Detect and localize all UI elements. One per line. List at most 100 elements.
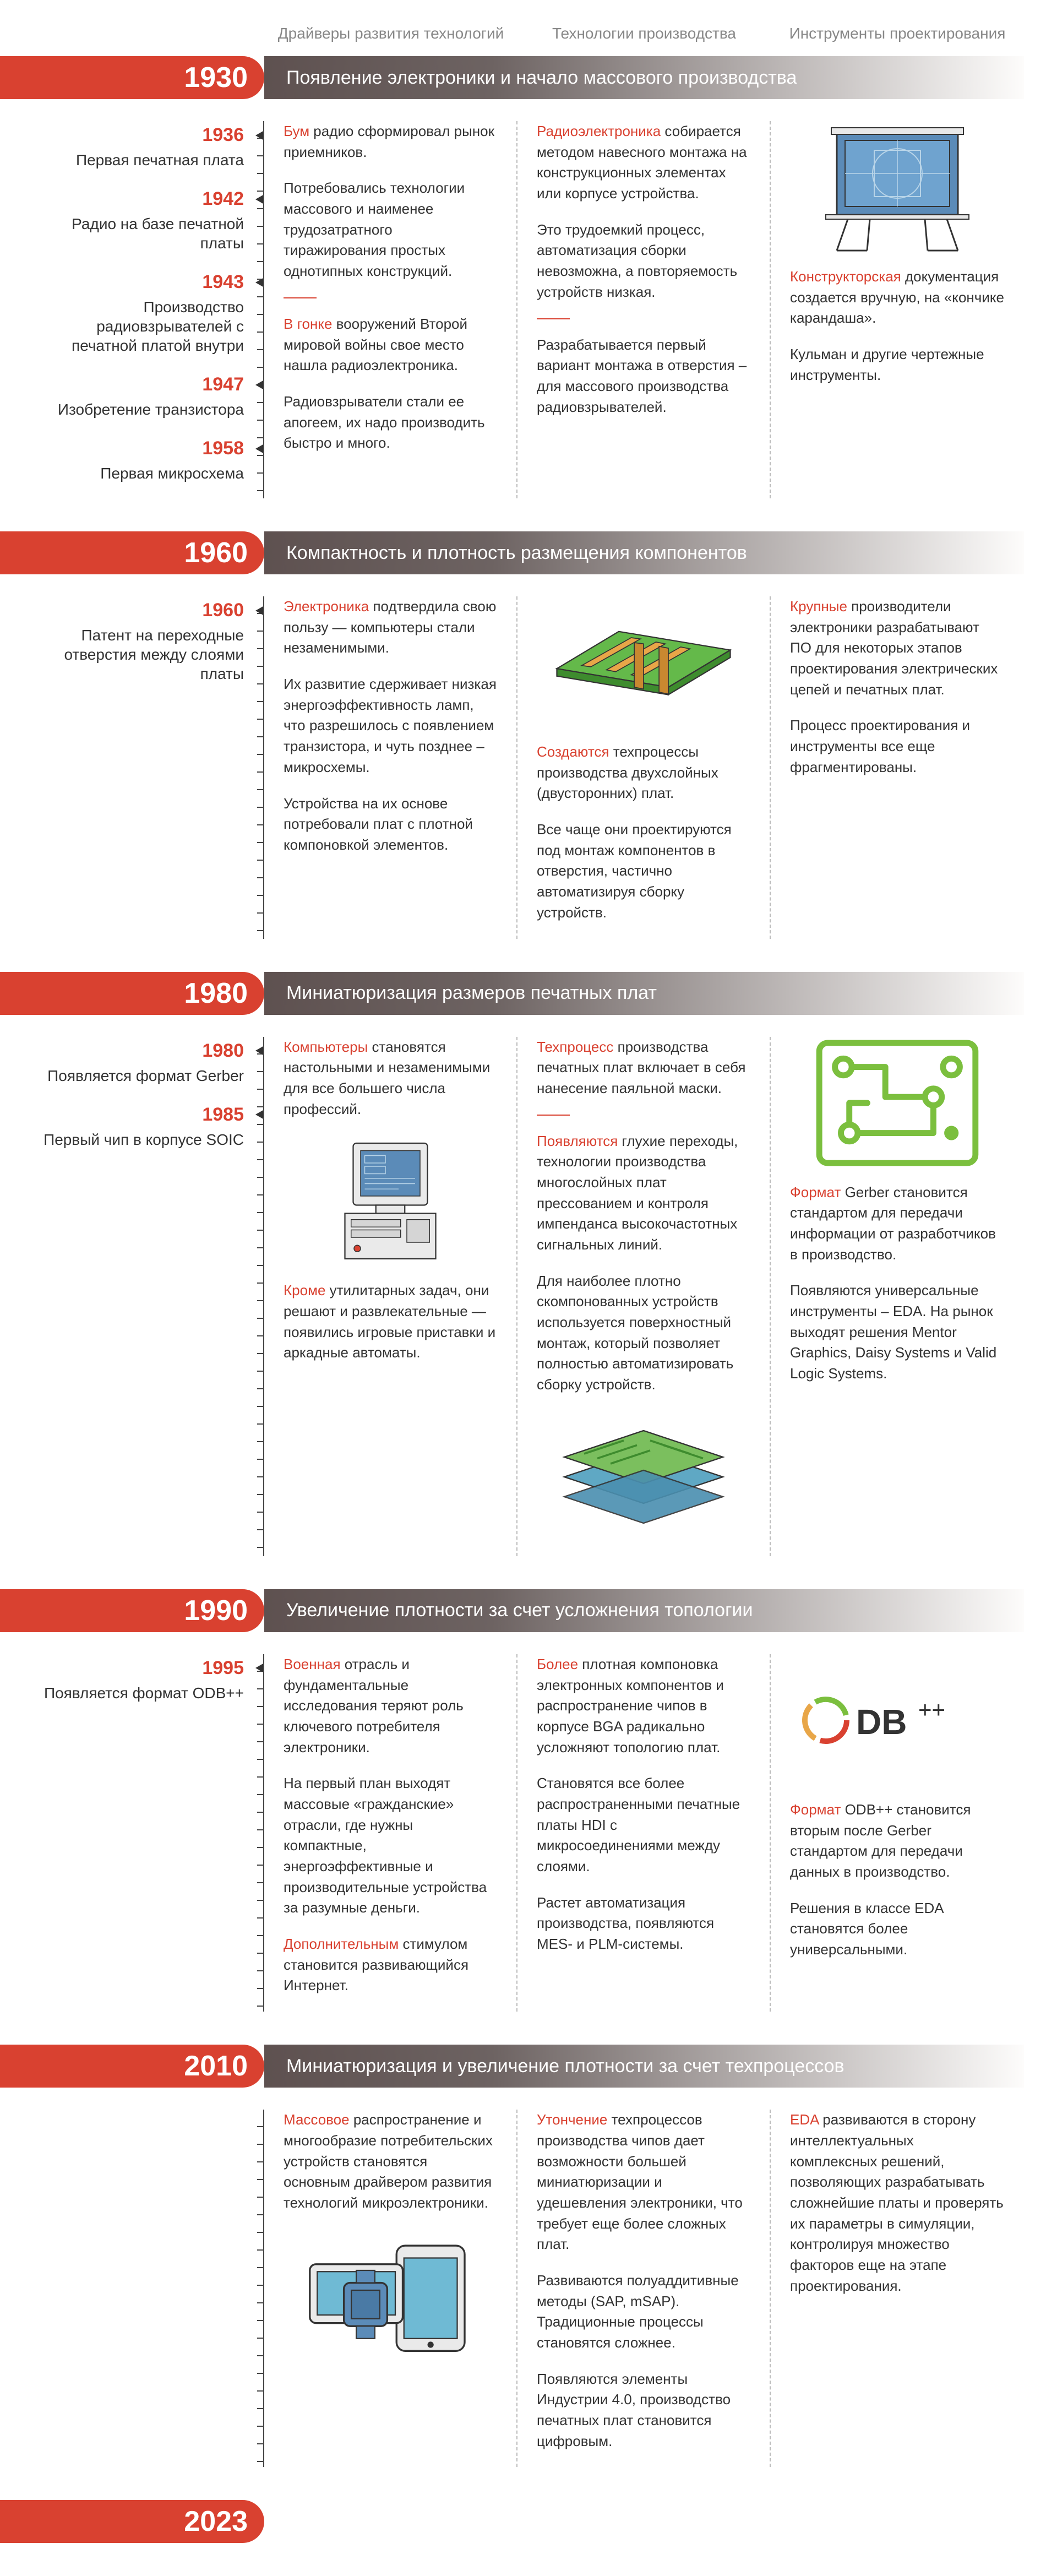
timeline-year: 1958 bbox=[33, 434, 244, 463]
era-1990: 1990Увеличение плотности за счет усложне… bbox=[33, 1589, 1024, 2045]
illustration-layers bbox=[537, 1411, 750, 1543]
paragraph: Электроника подтвердила свою пользу — ко… bbox=[284, 596, 497, 659]
paragraph: Радиоэлектроника собирается методом наве… bbox=[537, 121, 750, 204]
highlight-word: Конструкторская bbox=[790, 268, 901, 285]
timeline-year: 1947 bbox=[33, 371, 244, 399]
timeline-entry: 1943 Производство радиовзрывателей с печ… bbox=[33, 268, 244, 355]
timeline-label: Изобретение транзистора bbox=[33, 400, 244, 419]
column-1: Военная отрасль и фундаментальные исслед… bbox=[264, 1654, 517, 2012]
divider bbox=[537, 318, 570, 319]
column-1: Электроника подтвердила свою пользу — ко… bbox=[264, 596, 517, 939]
column-2: Утончение техпроцессов производства чипо… bbox=[517, 2110, 771, 2467]
timeline-year: 1960 bbox=[33, 596, 244, 624]
paragraph: Появляются глухие переходы, технологии п… bbox=[537, 1131, 750, 1256]
column-1: Массовое распространение и многообразие … bbox=[264, 2110, 517, 2467]
timeline-ticks bbox=[257, 1654, 264, 2012]
era-year-pill: 2023 bbox=[33, 2500, 264, 2543]
timeline-side bbox=[33, 2110, 264, 2467]
paragraph: Крупные производители электроники разраб… bbox=[790, 596, 1005, 700]
paragraph: Массовое распространение и многообразие … bbox=[284, 2110, 497, 2213]
era-year-pill: 2010 bbox=[33, 2045, 264, 2088]
era-title: Миниатюризация и увеличение плотности за… bbox=[264, 2045, 1024, 2088]
paragraph: В гонке вооружений Второй мировой войны … bbox=[284, 314, 497, 376]
timeline-year: 1985 bbox=[33, 1101, 244, 1129]
divider bbox=[537, 1115, 570, 1116]
column-1: Компьютеры становятся настольными и неза… bbox=[264, 1037, 517, 1556]
highlight-word: Создаются bbox=[537, 743, 609, 760]
timeline-entry: 1980 Появляется формат Gerber bbox=[33, 1037, 244, 1085]
highlight-word: Дополнительным bbox=[284, 1936, 399, 1952]
timeline-entry: 1958 Первая микросхема bbox=[33, 434, 244, 483]
column-2: Более плотная компоновка электронных ком… bbox=[517, 1654, 771, 2012]
paragraph: Создаются техпроцессы производства двухс… bbox=[537, 742, 750, 804]
era-title: Увеличение плотности за счет усложнения … bbox=[264, 1589, 1024, 1632]
timeline-entry: 1947 Изобретение транзистора bbox=[33, 371, 244, 419]
illustration-pc bbox=[284, 1135, 497, 1267]
highlight-word: Более bbox=[537, 1656, 578, 1672]
highlight-word: Бум bbox=[284, 123, 309, 139]
highlight-word: Массовое bbox=[284, 2111, 350, 2128]
era-title: Миниатюризация размеров печатных плат bbox=[264, 972, 1024, 1015]
timeline-label: Первая микросхема bbox=[33, 464, 244, 483]
column-3: Конструкторская документация создается в… bbox=[771, 121, 1024, 498]
paragraph: Их развитие сдерживает низкая энергоэффе… bbox=[284, 674, 497, 778]
highlight-word: Утончение bbox=[537, 2111, 607, 2128]
timeline-year: 1980 bbox=[33, 1037, 244, 1065]
divider bbox=[284, 297, 317, 298]
timeline-side: 1936 Первая печатная плата1942 Радио на … bbox=[33, 121, 264, 498]
illustration-odb bbox=[790, 1654, 1005, 1786]
highlight-word: Радиоэлектроника bbox=[537, 123, 661, 139]
paragraph: Решения в классе EDA становятся более ун… bbox=[790, 1898, 1005, 1960]
era-2010: 2010Миниатюризация и увеличение плотност… bbox=[33, 2045, 1024, 2500]
era-year-pill: 1930 bbox=[33, 56, 264, 99]
paragraph: Утончение техпроцессов производства чипо… bbox=[537, 2110, 750, 2255]
paragraph: Развиваются полуаддитивные методы (SAP, … bbox=[537, 2270, 750, 2354]
illustration-devices bbox=[284, 2229, 497, 2361]
column-3: Формат Gerber становится стандартом для … bbox=[771, 1037, 1024, 1556]
paragraph: Бум радио сформировал рынок приемников. bbox=[284, 121, 497, 162]
paragraph: Растет автоматизация производства, появл… bbox=[537, 1893, 750, 1955]
timeline-year: 1995 bbox=[33, 1654, 244, 1682]
era-title bbox=[264, 2500, 1024, 2543]
era-2023: 2023 bbox=[33, 2500, 1024, 2543]
highlight-word: Крупные bbox=[790, 598, 847, 615]
timeline-label: Первый чип в корпусе SOIC bbox=[33, 1130, 244, 1149]
paragraph: Дополнительным стимулом становится разви… bbox=[284, 1934, 497, 1996]
timeline-label: Появляется формат Gerber bbox=[33, 1066, 244, 1085]
era-year-pill: 1980 bbox=[33, 972, 264, 1015]
paragraph: EDA развиваются в сторону интеллектуальн… bbox=[790, 2110, 1005, 2296]
highlight-word: Электроника bbox=[284, 598, 369, 615]
paragraph: Конструкторская документация создается в… bbox=[790, 267, 1005, 329]
paragraph: Это трудоемкий процесс, автоматизация сб… bbox=[537, 220, 750, 303]
era-1980: 1980Миниатюризация размеров печатных пла… bbox=[33, 972, 1024, 1589]
illustration-pcb bbox=[537, 596, 750, 729]
paragraph: Военная отрасль и фундаментальные исслед… bbox=[284, 1654, 497, 1758]
era-title: Появление электроники и начало массового… bbox=[264, 56, 1024, 99]
era-year-pill: 1990 bbox=[33, 1589, 264, 1632]
header-drivers: Драйверы развития технологий bbox=[264, 22, 517, 45]
timeline-label: Патент на переходные отверстия между сло… bbox=[33, 626, 244, 683]
timeline-entry: 1985 Первый чип в корпусе SOIC bbox=[33, 1101, 244, 1149]
timeline-ticks bbox=[257, 2110, 264, 2467]
timeline-year: 1943 bbox=[33, 268, 244, 296]
era-title: Компактность и плотность размещения комп… bbox=[264, 531, 1024, 574]
timeline-side: 1995 Появляется формат ODB++ bbox=[33, 1654, 264, 2012]
highlight-word: Формат bbox=[790, 1801, 841, 1818]
paragraph: Устройства на их основе потребовали плат… bbox=[284, 794, 497, 856]
highlight-word: Компьютеры bbox=[284, 1039, 368, 1055]
timeline-entry: 1942 Радио на базе печатной платы bbox=[33, 185, 244, 253]
era-1960: 1960 Компактность и плотность размещения … bbox=[33, 531, 1024, 972]
header-tools: Инструменты проектирования bbox=[771, 22, 1024, 45]
timeline-entry: 1995 Появляется формат ODB++ bbox=[33, 1654, 244, 1703]
paragraph: Радиовзрыватели стали ее апогеем, их над… bbox=[284, 392, 497, 454]
highlight-word: Формат bbox=[790, 1184, 841, 1200]
paragraph: Появляются элементы Индустрии 4.0, произ… bbox=[537, 2369, 750, 2452]
header-tech: Технологии производства bbox=[517, 22, 771, 45]
paragraph: Для наиболее плотно скомпонованных устро… bbox=[537, 1271, 750, 1395]
illustration-drafting bbox=[790, 121, 1005, 253]
highlight-word: EDA bbox=[790, 2111, 819, 2128]
paragraph: Компьютеры становятся настольными и неза… bbox=[284, 1037, 497, 1120]
column-3: Формат ODB++ становится вторым после Ger… bbox=[771, 1654, 1024, 2012]
column-2: Создаются техпроцессы производства двухс… bbox=[517, 596, 771, 939]
column-1: Бум радио сформировал рынок приемников.П… bbox=[264, 121, 517, 498]
